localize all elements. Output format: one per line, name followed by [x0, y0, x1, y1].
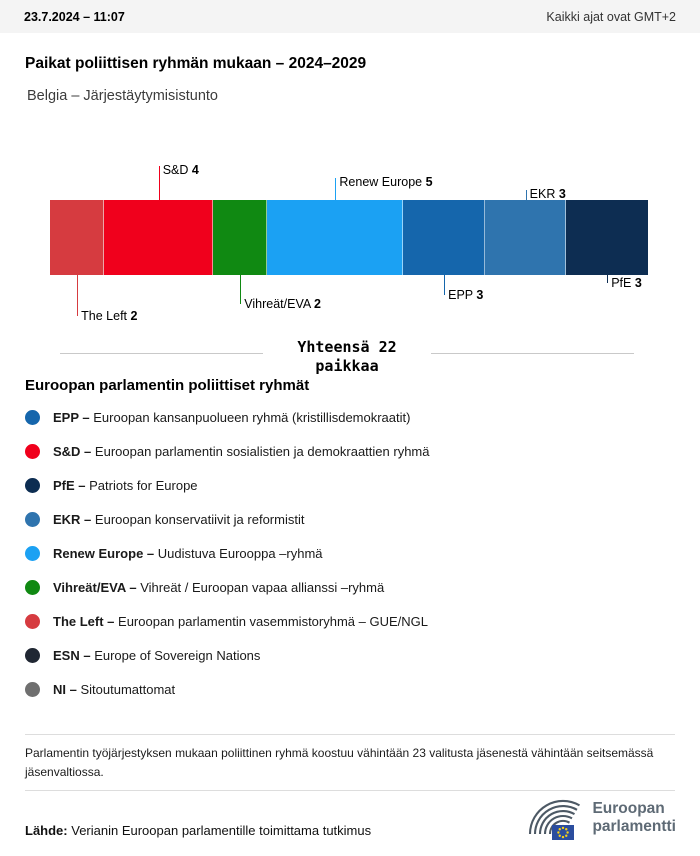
group-abbr: ESN – [53, 647, 91, 663]
legend-item-ni: NI – Sitoutumattomat [25, 672, 675, 706]
group-desc: Vihreät / Euroopan vapaa allianssi –ryhm… [140, 579, 385, 595]
datetime-label: 23.7.2024 – 11:07 [24, 9, 125, 24]
group-abbr: EKR – [53, 511, 92, 527]
legend-item-ekr: EKR – Euroopan konservatiivit ja reformi… [25, 502, 675, 536]
bar-label-vihre-t-eva: Vihreät/EVA 2 [244, 297, 321, 311]
bar-segment-epp[interactable] [403, 200, 485, 275]
page-subtitle: Belgia – Järjestäytymisistunto [27, 88, 218, 104]
total-seats-label: Yhteensä 22 paikkaa [263, 338, 431, 376]
bar-leader-vihre-t-eva [240, 275, 242, 304]
bar-label-the-left: The Left 2 [81, 309, 138, 323]
bar-leader-the-left [77, 275, 79, 316]
bar-segment-pfe[interactable] [566, 200, 648, 275]
parliament-hemicycle-icon [529, 799, 581, 840]
group-desc: Euroopan parlamentin vasemmistoryhmä – G… [118, 613, 428, 629]
legend-item-pfe: PfE – Patriots for Europe [25, 468, 675, 502]
divider [25, 790, 675, 791]
eu-flag-icon [552, 825, 575, 840]
logo-text-line1: Euroopan [592, 800, 665, 818]
divider [25, 734, 675, 735]
group-color-dot [25, 511, 40, 527]
total-seats-line2: paikkaa [315, 357, 379, 375]
group-abbr: NI – [53, 681, 77, 697]
group-color-dot [25, 443, 40, 459]
stacked-bar [50, 200, 648, 275]
page-title: Paikat poliittisen ryhmän mukaan – 2024–… [25, 55, 367, 72]
group-desc: Europe of Sovereign Nations [94, 647, 261, 663]
group-abbr: PfE – [53, 477, 86, 493]
bar-segment-the-left[interactable] [50, 200, 105, 275]
total-seats-line1: Yhteensä 22 [297, 338, 397, 356]
group-color-dot [25, 579, 40, 595]
footnote-text: Parlamentin työjärjestyksen mukaan polii… [25, 746, 654, 779]
bar-label-ekr: EKR 3 [529, 187, 566, 201]
bar-leader-renew-europe [335, 178, 337, 200]
legend-item-vihreat-eva: Vihreät/EVA – Vihreät / Euroopan vapaa a… [25, 570, 675, 604]
divider-line-left [60, 353, 263, 354]
source-label: Lähde: [25, 823, 68, 838]
group-color-dot [25, 647, 40, 663]
legend-item-esn: ESN – Europe of Sovereign Nations [25, 638, 675, 672]
ep-logo: Euroopan parlamentti [519, 794, 676, 842]
group-desc: Uudistuva Eurooppa –ryhmä [157, 545, 323, 561]
legend-item-sd: S&D – Euroopan parlamentin sosialistien … [25, 434, 675, 468]
group-desc: Euroopan konservatiivit ja reformistit [94, 511, 305, 527]
divider-line-right [431, 353, 634, 354]
bar-label-pfe: PfE 3 [611, 276, 642, 290]
legend-item-epp: EPP – Euroopan kansanpuolueen ryhmä (kri… [25, 400, 675, 434]
legend-heading: Euroopan parlamentin poliittiset ryhmät [25, 377, 310, 394]
group-color-dot [25, 477, 40, 493]
legend-item-the-left: The Left – Euroopan parlamentin vasemmis… [25, 604, 675, 638]
bar-label-epp: EPP 3 [448, 288, 484, 302]
group-desc: Euroopan parlamentin sosialistien ja dem… [94, 443, 430, 459]
bar-segment-renew-europe[interactable] [267, 200, 404, 275]
group-desc: Patriots for Europe [89, 477, 198, 493]
legend-item-renew: Renew Europe – Uudistuva Eurooppa –ryhmä [25, 536, 675, 570]
bar-segment-vihre-t-eva[interactable] [213, 200, 268, 275]
group-abbr: The Left – [53, 613, 115, 629]
seat-distribution-chart: The Left 2 S&D 4 Vihreät/EVA 2 Renew Europe… [50, 158, 648, 328]
bar-label-s-d: S&D 4 [162, 163, 199, 177]
group-desc: Sitoutumattomat [80, 681, 176, 697]
total-seats-block: Yhteensä 22 paikkaa [60, 338, 634, 376]
source-text: Verianin Euroopan parlamentille toimitta… [67, 823, 372, 838]
logo-text-line2: parlamentti [592, 818, 676, 835]
bar-leader-ekr [525, 190, 527, 200]
bar-leader-pfe [607, 275, 609, 283]
legend-list: EPP – Euroopan kansanpuolueen ryhmä (kri… [25, 400, 675, 706]
group-abbr: Vihreät/EVA – [53, 579, 137, 595]
group-abbr: Renew Europe – [53, 545, 155, 561]
group-color-dot [25, 545, 40, 561]
group-color-dot [25, 409, 40, 425]
bar-label-renew-europe: Renew Europe 5 [339, 175, 433, 189]
source-line: Lähde: Verianin Euroopan parlamentille t… [25, 823, 371, 838]
bar-leader-epp [444, 275, 446, 295]
bar-leader-s-d [158, 166, 160, 200]
timezone-note: Kaikki ajat ovat GMT+2 [546, 9, 676, 24]
group-color-dot [25, 681, 40, 697]
group-color-dot [25, 613, 40, 629]
group-desc: Euroopan kansanpuolueen ryhmä (kristilli… [93, 409, 411, 425]
group-abbr: EPP – [53, 409, 90, 425]
top-bar: 23.7.2024 – 11:07 Kaikki ajat ovat GMT+2 [0, 0, 700, 33]
bar-segment-ekr[interactable] [484, 200, 567, 275]
group-abbr: S&D – [53, 443, 92, 459]
bar-segment-s-d[interactable] [104, 200, 214, 275]
logo-text: Euroopan parlamentti [592, 800, 676, 836]
